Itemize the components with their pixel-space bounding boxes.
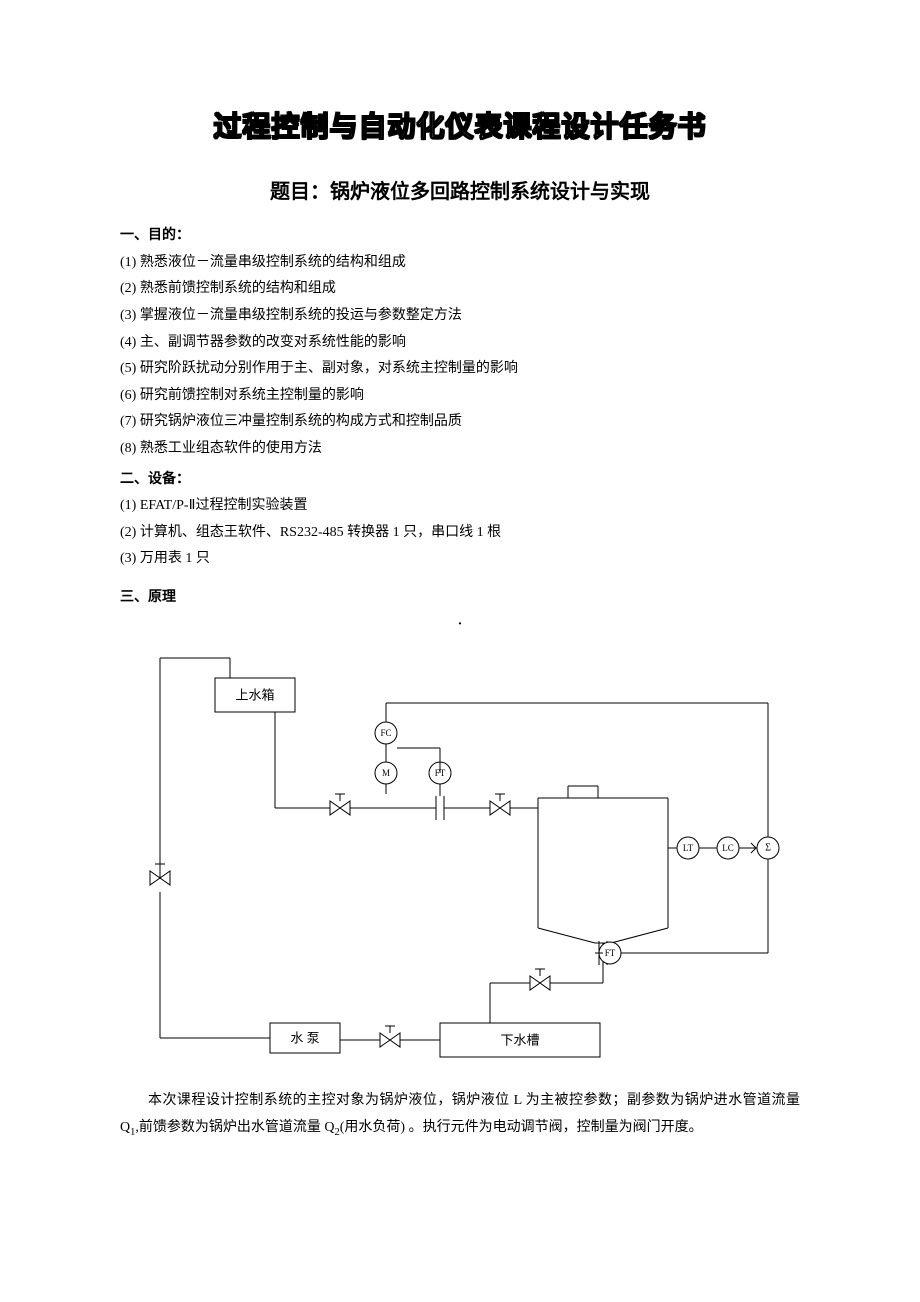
objective-5: (5) 研究阶跃扰动分别作用于主、副对象，对系统主控制量的影响 [120, 356, 800, 383]
objective-4: (4) 主、副调节器参数的改变对系统性能的影响 [120, 330, 800, 357]
svg-text:LT: LT [683, 843, 694, 853]
svg-text:上水箱: 上水箱 [235, 688, 274, 703]
objective-3: (3) 掌握液位－流量串级控制系统的投运与参数整定方法 [120, 303, 800, 330]
svg-text:LC: LC [722, 843, 734, 853]
section-3-head: 三、原理 [120, 585, 800, 612]
objective-6: (6) 研究前馈控制对系统主控制量的影响 [120, 383, 800, 410]
svg-text:M: M [382, 768, 390, 778]
svg-text:水 泵: 水 泵 [290, 1031, 319, 1046]
objective-1: (1) 熟悉液位－流量串级控制系统的结构和组成 [120, 250, 800, 277]
svg-text:FT: FT [605, 948, 616, 958]
equipment-2: (2) 计算机、组态王软件、RS232-485 转换器 1 只，串口线 1 根 [120, 520, 800, 547]
svg-text:Σ: Σ [765, 843, 771, 854]
para-text-3: (用水负荷) 。执行元件为电动调节阀，控制量为阀门开度。 [340, 1120, 703, 1135]
section-2-head: 二、设备： [120, 467, 800, 494]
para-text-2: ,前馈参数为锅炉出水管道流量 Q [135, 1120, 334, 1135]
principle-paragraph: 本次课程设计控制系统的主控对象为锅炉液位，锅炉液位 L 为主被控参数；副参数为锅… [120, 1088, 800, 1142]
sub-title: 题目：锅炉液位多回路控制系统设计与实现 [120, 173, 800, 211]
main-title: 过程控制与自动化仪表课程设计任务书 [120, 100, 800, 153]
section-1-head: 一、目的： [120, 223, 800, 250]
objective-8: (8) 熟悉工业组态软件的使用方法 [120, 436, 800, 463]
equipment-3: (3) 万用表 1 只 [120, 546, 800, 573]
svg-text:FC: FC [380, 728, 391, 738]
objective-2: (2) 熟悉前馈控制系统的结构和组成 [120, 276, 800, 303]
svg-text:下水槽: 下水槽 [500, 1033, 539, 1048]
objective-7: (7) 研究锅炉液位三冲量控制系统的构成方式和控制品质 [120, 409, 800, 436]
equipment-1: (1) EFAT/P-Ⅱ过程控制实验装置 [120, 493, 800, 520]
section-3-dot: · [120, 612, 800, 639]
process-diagram: 上水箱FCMFTLTLCΣFT下水槽水 泵 [120, 648, 800, 1078]
